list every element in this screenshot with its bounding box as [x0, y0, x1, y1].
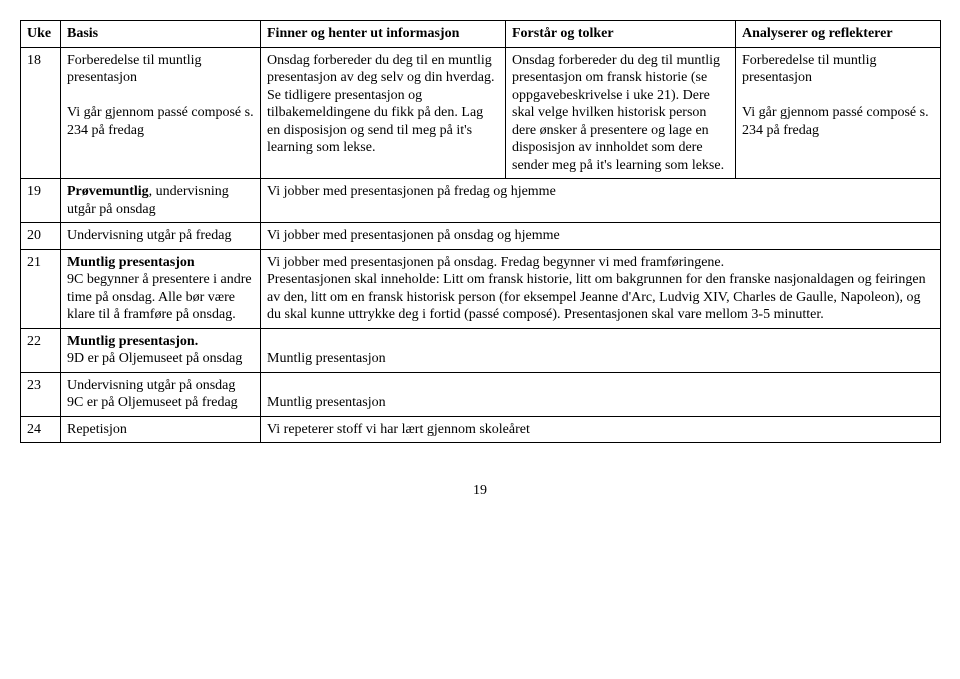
cell-uke: 21	[21, 249, 61, 328]
table-row: 20 Undervisning utgår på fredag Vi jobbe…	[21, 223, 941, 250]
header-forstar: Forstår og tolker	[506, 21, 736, 48]
cell-merged: Vi repeterer stoff vi har lært gjennom s…	[261, 416, 941, 443]
table-row: 23 Undervisning utgår på onsdag 9C er på…	[21, 372, 941, 416]
cell-uke: 23	[21, 372, 61, 416]
bold-text: Muntlig presentasjon.	[67, 334, 198, 349]
header-analy: Analyserer og reflekterer	[736, 21, 941, 48]
cell-basis: Muntlig presentasjon. 9D er på Oljemusee…	[61, 328, 261, 372]
cell-analy: Forberedelse til muntlig presentasjon Vi…	[736, 47, 941, 179]
cell-uke: 22	[21, 328, 61, 372]
cell-basis: Forberedelse til muntlig presentasjon Vi…	[61, 47, 261, 179]
cell-merged: Vi jobber med presentasjonen på onsdag. …	[261, 249, 941, 328]
cell-finner: Onsdag forbereder du deg til en muntlig …	[261, 47, 506, 179]
header-basis: Basis	[61, 21, 261, 48]
table-row: 24 Repetisjon Vi repeterer stoff vi har …	[21, 416, 941, 443]
header-finner: Finner og henter ut informasjon	[261, 21, 506, 48]
cell-uke: 20	[21, 223, 61, 250]
cell-text: 9C begynner å presentere i andre time på…	[67, 272, 252, 322]
cell-merged: Muntlig presentasjon	[261, 372, 941, 416]
cell-uke: 24	[21, 416, 61, 443]
cell-uke: 18	[21, 47, 61, 179]
bold-text: Prøvemuntlig	[67, 184, 149, 199]
table-row: 19 Prøvemuntlig, undervisning utgår på o…	[21, 179, 941, 223]
page-number: 19	[20, 483, 940, 499]
schedule-table: Uke Basis Finner og henter ut informasjo…	[20, 20, 941, 443]
cell-basis: Undervisning utgår på onsdag 9C er på Ol…	[61, 372, 261, 416]
cell-basis: Undervisning utgår på fredag	[61, 223, 261, 250]
cell-merged: Vi jobber med presentasjonen på onsdag o…	[261, 223, 941, 250]
cell-uke: 19	[21, 179, 61, 223]
cell-text: 9D er på Oljemuseet på onsdag	[67, 351, 242, 366]
table-row: 21 Muntlig presentasjon 9C begynner å pr…	[21, 249, 941, 328]
cell-basis: Prøvemuntlig, undervisning utgår på onsd…	[61, 179, 261, 223]
cell-basis: Muntlig presentasjon 9C begynner å prese…	[61, 249, 261, 328]
bold-text: Muntlig presentasjon	[67, 255, 195, 270]
header-uke: Uke	[21, 21, 61, 48]
cell-basis: Repetisjon	[61, 416, 261, 443]
cell-merged: Muntlig presentasjon	[261, 328, 941, 372]
cell-merged: Vi jobber med presentasjonen på fredag o…	[261, 179, 941, 223]
table-row: 22 Muntlig presentasjon. 9D er på Oljemu…	[21, 328, 941, 372]
table-row: 18 Forberedelse til muntlig presentasjon…	[21, 47, 941, 179]
header-row: Uke Basis Finner og henter ut informasjo…	[21, 21, 941, 48]
cell-forstar: Onsdag forbereder du deg til muntlig pre…	[506, 47, 736, 179]
